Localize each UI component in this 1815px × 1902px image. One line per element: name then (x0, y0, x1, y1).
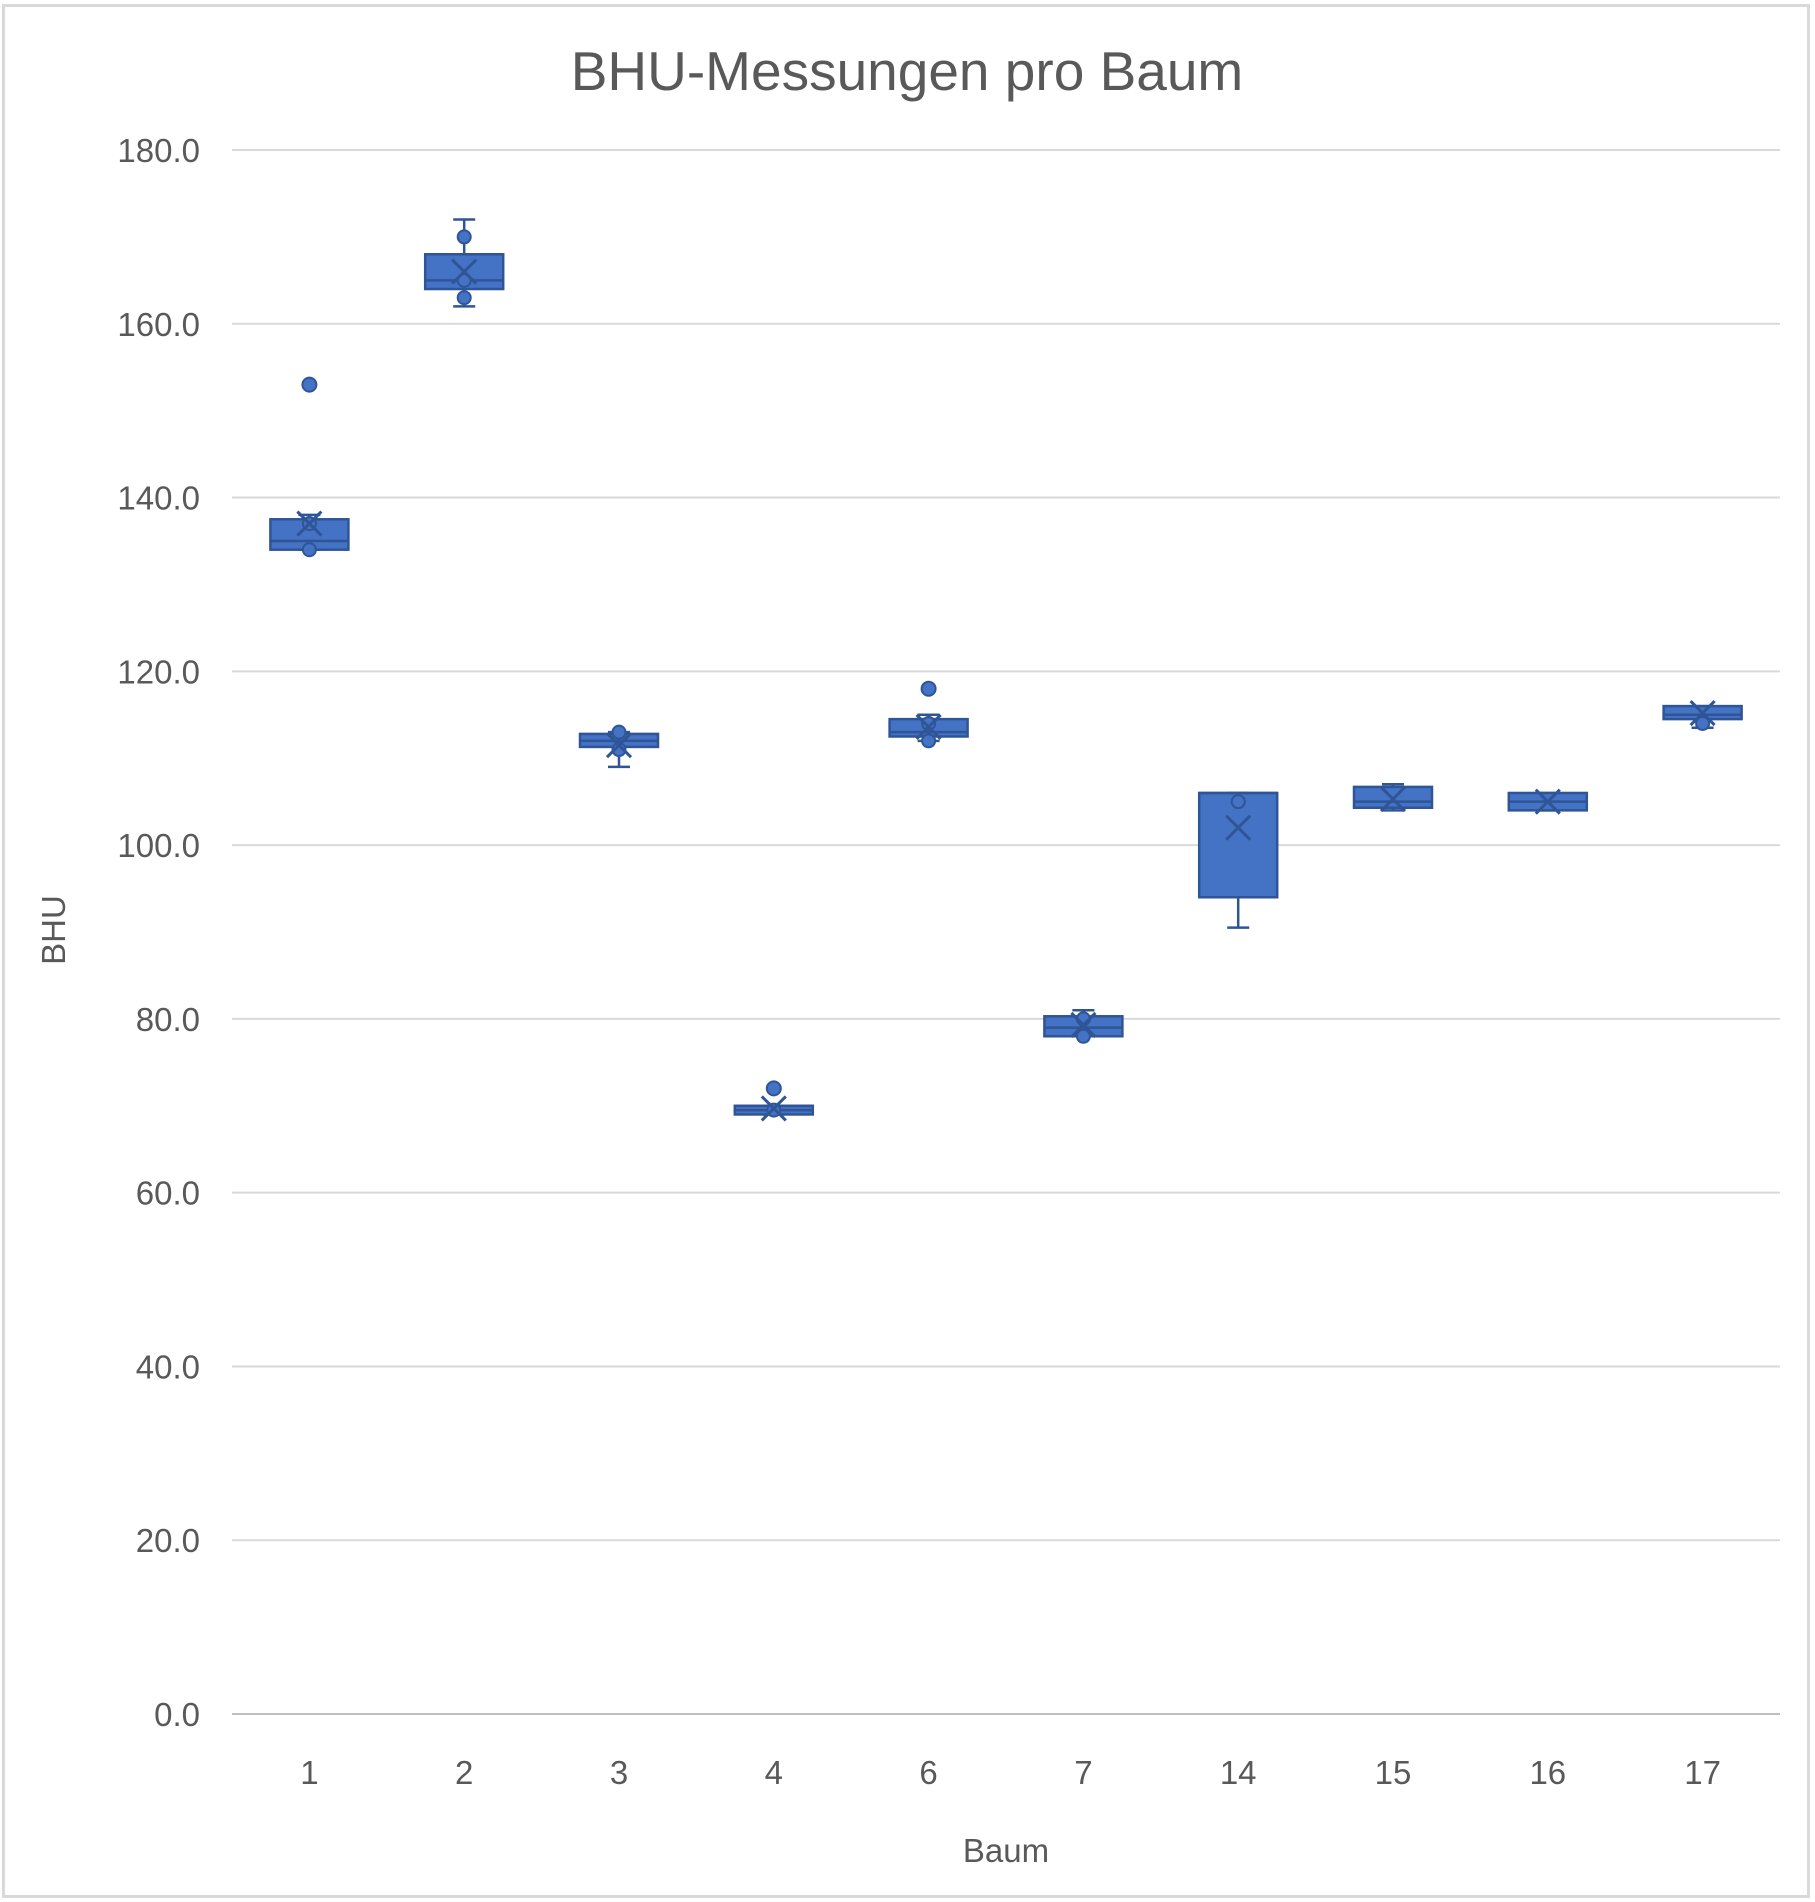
mean-marker (1689, 699, 1716, 727)
mean-marker (1534, 788, 1561, 815)
data-point (456, 229, 472, 245)
box-plot-15 (1352, 783, 1434, 813)
x-tick-label: 14 (1220, 1754, 1257, 1791)
x-axis-title: Baum (963, 1832, 1049, 1869)
x-tick-label: 16 (1529, 1754, 1566, 1791)
mean-marker (1070, 1011, 1097, 1039)
data-point (1230, 794, 1246, 810)
outlier-point (301, 376, 318, 393)
chart-title: BHU-Messungen pro Baum (571, 40, 1244, 102)
outlier-point (765, 1080, 782, 1097)
data-point (921, 715, 937, 731)
y-tick-label: 180.0 (117, 132, 200, 169)
y-tick-label: 100.0 (117, 827, 200, 864)
data-point (456, 290, 472, 306)
y-tick-label: 0.0 (154, 1696, 200, 1733)
data-point (456, 272, 472, 288)
data-point (1075, 1028, 1091, 1044)
box-plot-6 (888, 680, 969, 749)
x-tick-label: 7 (1074, 1754, 1092, 1791)
box-plot-7 (1043, 1008, 1124, 1044)
mean-marker (605, 732, 633, 759)
x-tick-label: 4 (765, 1754, 783, 1791)
y-tick-label: 40.0 (136, 1348, 200, 1385)
chart-frame (2, 4, 1810, 1898)
y-axis-tick-labels: 0.0 20.0 40.0 60.0 80.0 100.0 120.0 140.0 160.0 1… (117, 132, 200, 1733)
x-axis-tick-labels: 1 2 3 4 6 7 14 15 16 17 (300, 1754, 1721, 1791)
x-tick-label: 15 (1375, 1754, 1412, 1791)
data-point (921, 733, 937, 749)
box-iqr (1197, 791, 1279, 899)
y-tick-label: 80.0 (136, 1001, 200, 1038)
y-tick-label: 20.0 (136, 1522, 200, 1559)
data-point (611, 742, 627, 758)
data-point (1695, 715, 1711, 731)
mean-marker (1225, 814, 1252, 841)
box-plot-2 (423, 218, 505, 308)
box-plot-14 (1197, 791, 1279, 929)
y-axis-title: BHU (35, 895, 72, 965)
box-plot-17 (1662, 699, 1743, 731)
box-plot-3 (578, 724, 660, 769)
x-tick-label: 17 (1684, 1754, 1721, 1791)
box-plot-1 (269, 376, 350, 558)
outlier-point (920, 680, 937, 697)
y-tick-label: 160.0 (117, 306, 200, 343)
y-tick-label: 120.0 (117, 653, 200, 690)
data-point (611, 724, 627, 740)
mean-marker (760, 1095, 787, 1122)
data-point (301, 542, 317, 558)
x-tick-label: 6 (919, 1754, 937, 1791)
x-tick-label: 2 (455, 1754, 473, 1791)
box-plot-4 (733, 1080, 815, 1122)
gridlines (232, 149, 1780, 1715)
box-plot-16 (1507, 788, 1589, 815)
mean-marker (296, 510, 323, 537)
y-tick-label: 140.0 (117, 480, 200, 517)
x-tick-label: 3 (610, 1754, 628, 1791)
mean-marker (1379, 785, 1407, 813)
box-series (269, 218, 1743, 1122)
x-tick-label: 1 (300, 1754, 318, 1791)
y-tick-label: 60.0 (136, 1175, 200, 1212)
mean-marker (915, 713, 942, 741)
mean-marker (451, 258, 478, 285)
